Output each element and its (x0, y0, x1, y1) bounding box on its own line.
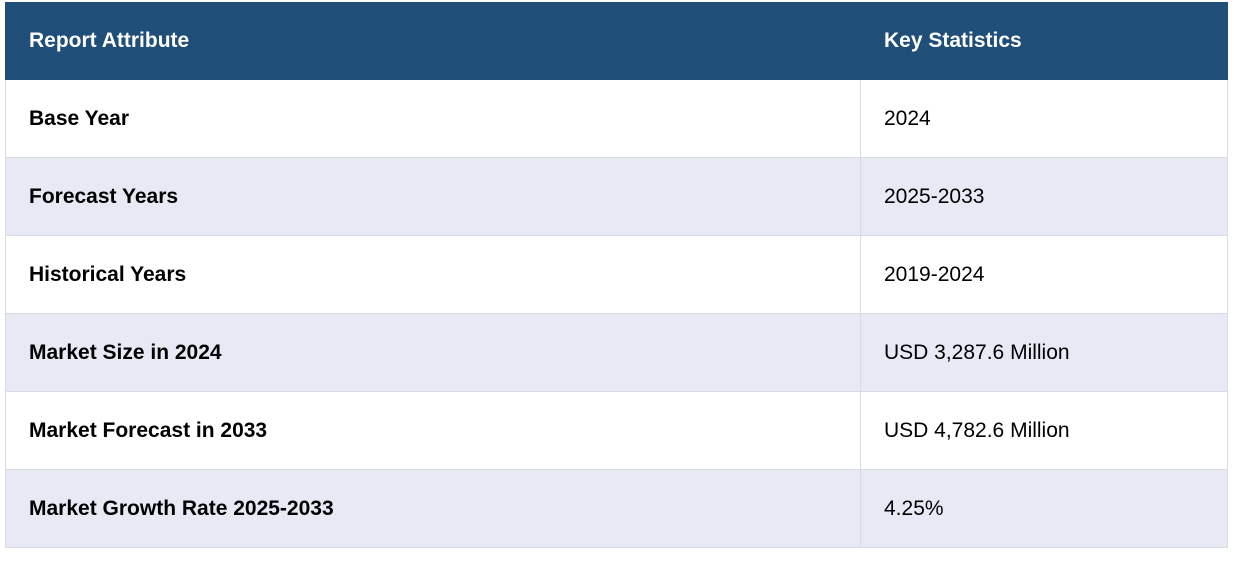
row-value-market-growth-rate: 4.25% (860, 469, 1228, 548)
table-row: Market Size in 2024 USD 3,287.6 Million (5, 313, 1228, 392)
row-attribute-market-forecast: Market Forecast in 2033 (5, 391, 861, 470)
row-attribute-market-growth-rate: Market Growth Rate 2025-2033 (5, 469, 861, 548)
row-attribute-forecast-years: Forecast Years (5, 157, 861, 236)
table-row: Historical Years 2019-2024 (5, 235, 1228, 314)
table-row: Market Forecast in 2033 USD 4,782.6 Mill… (5, 391, 1228, 470)
row-value-market-forecast: USD 4,782.6 Million (860, 391, 1228, 470)
table-row: Base Year 2024 (5, 79, 1228, 158)
report-statistics-table: Report Attribute Key Statistics Base Yea… (5, 2, 1228, 548)
row-value-base-year: 2024 (860, 79, 1228, 158)
table-row: Market Growth Rate 2025-2033 4.25% (5, 469, 1228, 548)
table-header: Report Attribute Key Statistics (5, 2, 1228, 80)
column-header-key-statistics: Key Statistics (860, 2, 1228, 80)
report-statistics-table-container: Report Attribute Key Statistics Base Yea… (5, 2, 1228, 548)
row-value-market-size: USD 3,287.6 Million (860, 313, 1228, 392)
row-attribute-market-size: Market Size in 2024 (5, 313, 861, 392)
row-value-forecast-years: 2025-2033 (860, 157, 1228, 236)
column-header-report-attribute: Report Attribute (5, 2, 861, 80)
row-attribute-base-year: Base Year (5, 79, 861, 158)
row-attribute-historical-years: Historical Years (5, 235, 861, 314)
table-body: Base Year 2024 Forecast Years 2025-2033 … (5, 79, 1228, 548)
table-header-row: Report Attribute Key Statistics (5, 2, 1228, 80)
table-row: Forecast Years 2025-2033 (5, 157, 1228, 236)
row-value-historical-years: 2019-2024 (860, 235, 1228, 314)
